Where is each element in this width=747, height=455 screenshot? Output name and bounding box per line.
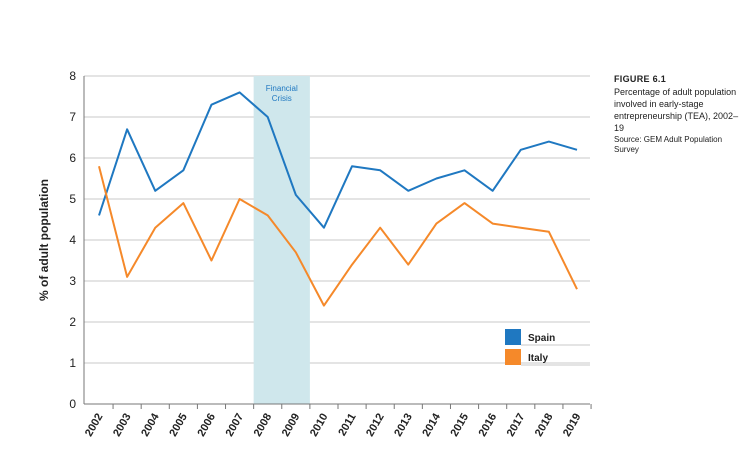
y-tick-label: 0 [69, 397, 76, 411]
legend-swatch-italy [505, 349, 521, 365]
y-tick-label: 7 [69, 110, 76, 124]
x-tick-label: 2011 [336, 412, 358, 439]
series-line-italy [98, 165, 578, 307]
grid-lines [84, 75, 590, 364]
x-tick-label: 2019 [561, 412, 584, 439]
y-axis-label: % of adult population [37, 179, 51, 301]
series-line-spain [98, 91, 578, 229]
figure-description: Percentage of adult population involved … [614, 87, 739, 133]
figure-label: FIGURE 6.1 [614, 74, 667, 84]
financial-crisis-label-line: Crisis [272, 94, 292, 103]
y-tick-label: 5 [69, 192, 76, 206]
x-tick-label: 2010 [308, 412, 331, 439]
x-tick-label: 2006 [195, 412, 218, 439]
x-tick-label: 2017 [505, 412, 528, 439]
y-tick-label: 2 [69, 315, 76, 329]
x-tick-label: 2012 [364, 412, 387, 439]
x-tick-label: 2014 [420, 411, 443, 439]
y-axis: 0 1 2 3 4 5 6 7 8 [69, 69, 85, 411]
y-tick-label: 6 [69, 151, 76, 165]
legend-swatch-spain [505, 329, 521, 345]
x-axis: 2002 2003 2004 2005 2006 2007 2008 2009 2010 2011… [83, 403, 592, 439]
x-tick-label: 2002 [83, 412, 106, 439]
y-tick-label: 3 [69, 274, 76, 288]
financial-crisis-band-rect [253, 76, 310, 404]
x-tick-label: 2008 [252, 412, 275, 439]
series-lines [98, 91, 578, 307]
legend-label-italy: Italy [528, 353, 548, 364]
x-tick-label: 2013 [392, 412, 415, 439]
y-tick-label: 8 [69, 69, 76, 83]
x-tick-label: 2018 [533, 412, 556, 439]
x-tick-label: 2015 [448, 412, 471, 439]
figure-caption: FIGURE 6.1 Percentage of adult populatio… [614, 74, 742, 155]
y-tick-label: 4 [69, 233, 76, 247]
y-tick-label: 1 [69, 356, 76, 370]
x-tick-label: 2004 [139, 411, 162, 439]
x-tick-label: 2005 [167, 412, 190, 439]
x-tick-label: 2003 [111, 412, 134, 439]
legend-label-spain: Spain [528, 333, 555, 344]
financial-crisis-label-line: Financial [266, 84, 298, 93]
figure-source: Source: GEM Adult Population Survey [614, 135, 723, 154]
x-tick-label: 2007 [224, 412, 247, 439]
x-tick-label: 2016 [477, 412, 500, 439]
legend: Spain Italy [505, 329, 590, 366]
x-tick-label: 2009 [280, 412, 303, 439]
